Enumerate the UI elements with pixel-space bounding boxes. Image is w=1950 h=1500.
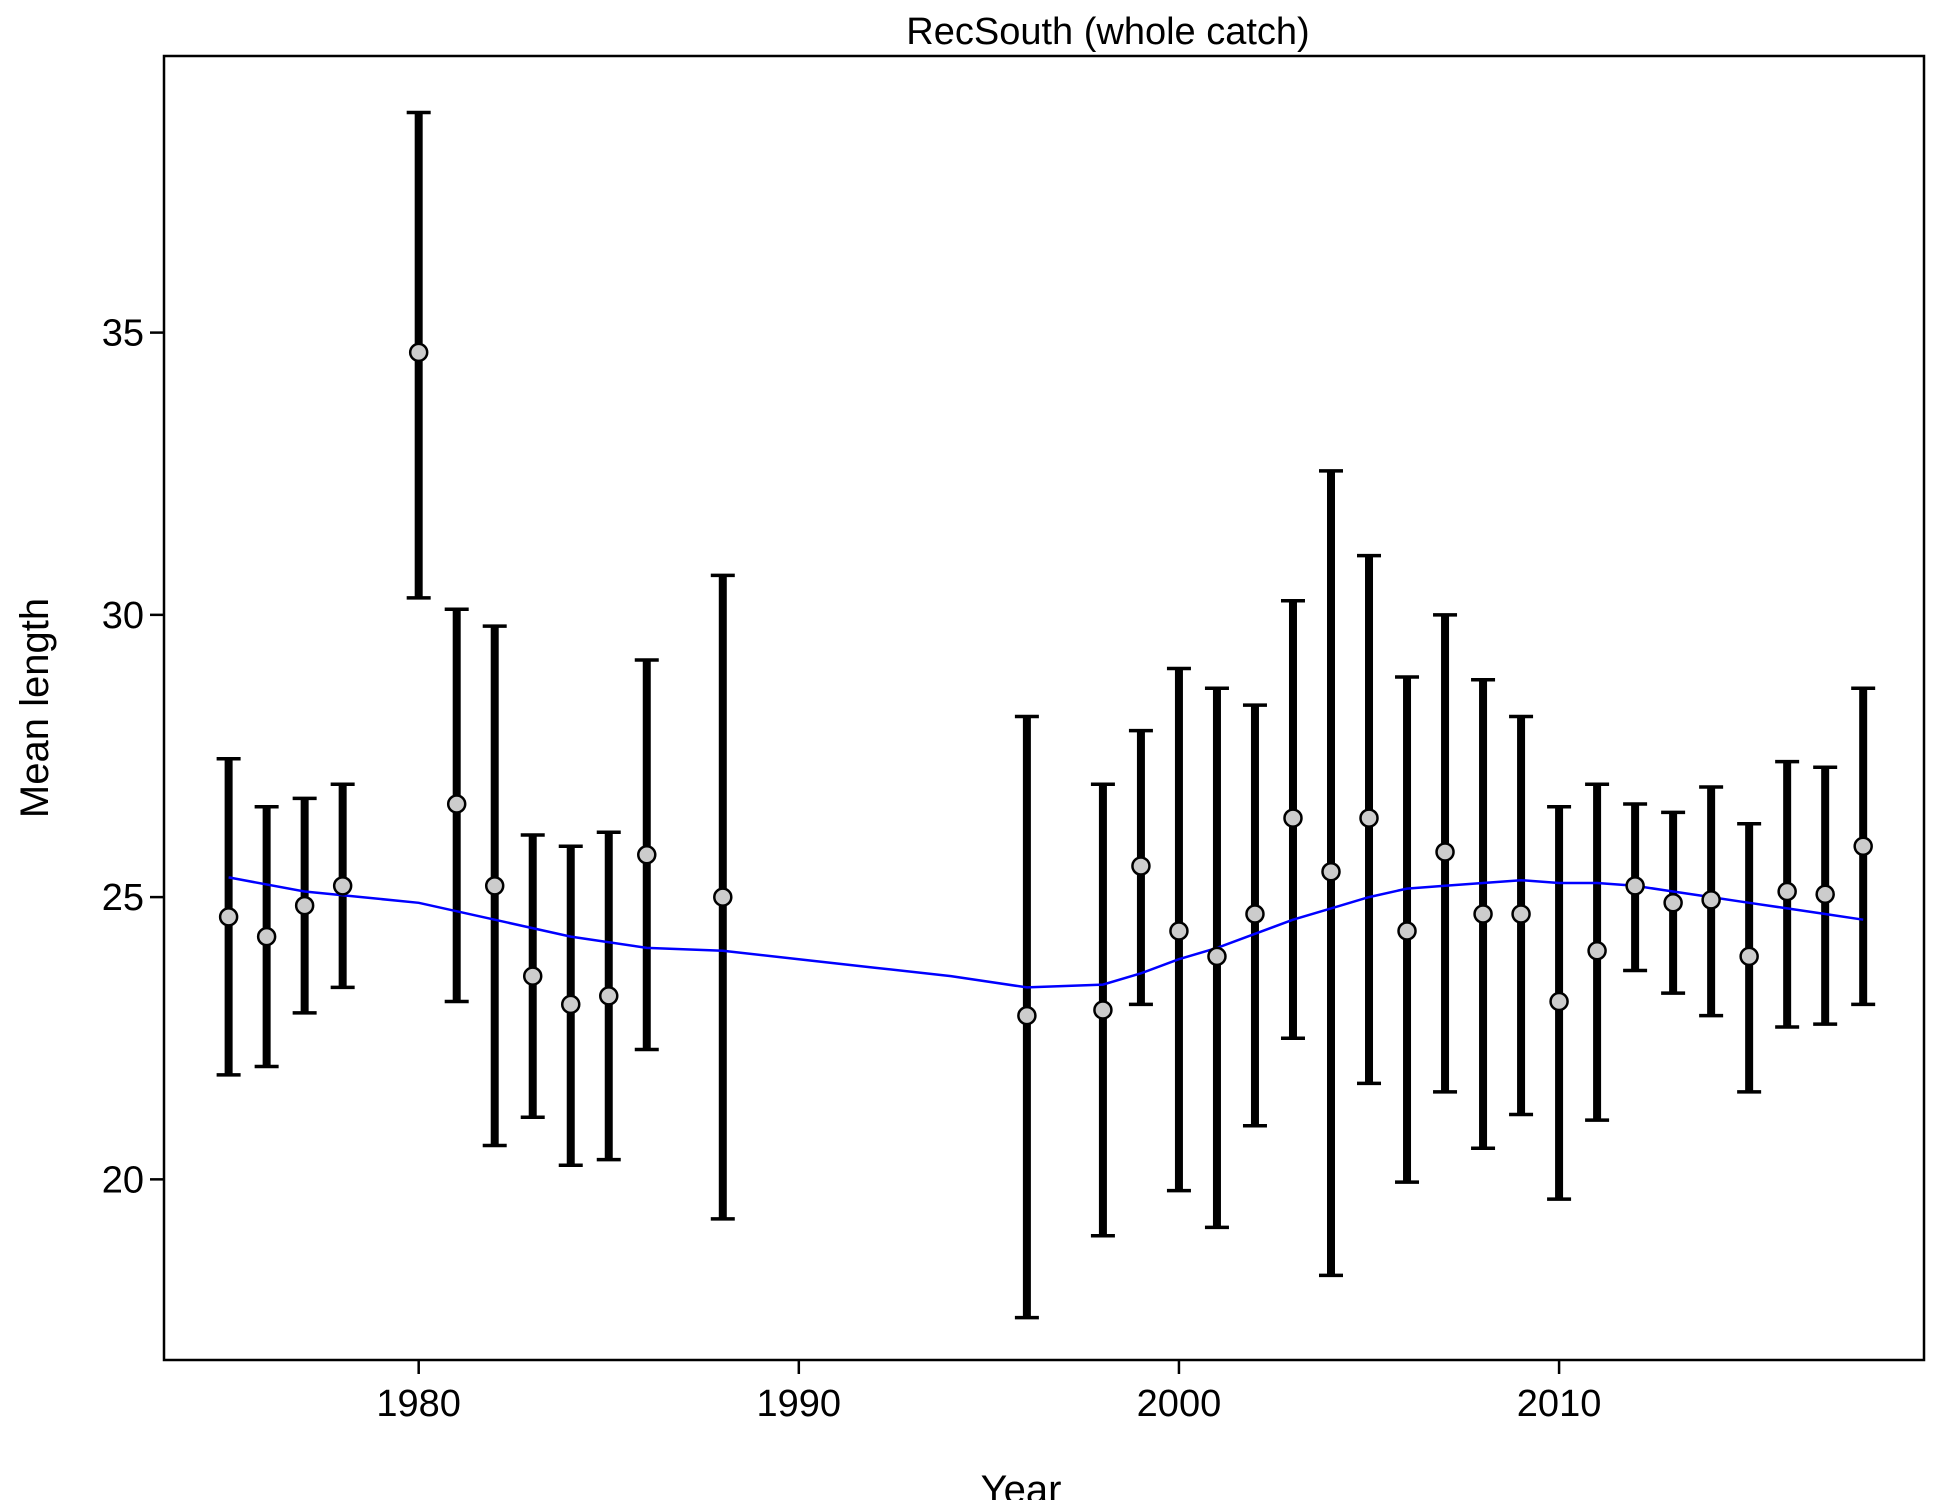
plot-frame <box>162 54 1926 1362</box>
data-point-2017 <box>1815 884 1835 905</box>
data-point-2011 <box>1587 940 1607 961</box>
y-axis-label: Mean length <box>13 598 57 818</box>
x-tick-label-2000: 2000 <box>1137 1383 1222 1425</box>
data-point-1980 <box>408 342 429 363</box>
y-tick-label-25: 25 <box>102 877 144 919</box>
data-point-1982 <box>484 876 505 896</box>
data-point-1977 <box>294 895 315 916</box>
data-point-2004 <box>1321 861 1341 882</box>
data-point-1996 <box>1017 1005 1037 1026</box>
data-point-2012 <box>1625 876 1645 896</box>
data-point-2016 <box>1777 881 1797 902</box>
x-tick-label-1980: 1980 <box>376 1383 461 1425</box>
data-point-1976 <box>256 926 277 947</box>
data-point-2006 <box>1397 921 1417 941</box>
data-point-2015 <box>1739 946 1759 967</box>
x-tick-label-1990: 1990 <box>757 1383 842 1425</box>
data-point-2009 <box>1511 904 1531 924</box>
data-point-2001 <box>1207 946 1227 967</box>
data-point-1986 <box>637 845 657 865</box>
y-tick-label-20: 20 <box>102 1159 144 1201</box>
data-point-2013 <box>1663 893 1683 913</box>
data-point-1981 <box>446 794 467 814</box>
chart-title: RecSouth (whole catch) <box>906 11 1309 53</box>
data-point-1999 <box>1131 856 1151 876</box>
smoother-layer <box>228 876 1864 989</box>
x-tick-label-2010: 2010 <box>1517 1383 1602 1425</box>
data-point-2002 <box>1245 904 1265 924</box>
y-tick-label-35: 35 <box>102 313 144 355</box>
data-point-2014 <box>1701 890 1721 910</box>
smoother-line <box>228 876 1864 989</box>
data-points <box>218 342 1873 1026</box>
data-point-2008 <box>1473 904 1493 924</box>
y-axis: 20 25 30 35 <box>102 313 164 1201</box>
data-point-1985 <box>599 986 619 1006</box>
x-axis: 1980 1990 2000 2010 <box>376 1360 1601 1425</box>
data-point-2005 <box>1359 808 1379 828</box>
error-bars <box>216 110 1876 1320</box>
data-point-2000 <box>1169 921 1189 941</box>
data-point-2003 <box>1283 808 1303 828</box>
data-point-1998 <box>1093 1000 1113 1020</box>
data-point-1978 <box>332 876 353 896</box>
y-tick-label-30: 30 <box>102 595 144 637</box>
x-axis-label: Year <box>981 1468 1062 1500</box>
data-point-1988 <box>713 887 733 907</box>
data-point-2018 <box>1853 836 1873 857</box>
data-point-1975 <box>218 907 239 927</box>
data-point-2010 <box>1549 991 1569 1012</box>
data-point-1984 <box>560 994 581 1015</box>
data-point-1983 <box>522 966 543 986</box>
data-point-2007 <box>1435 842 1455 862</box>
